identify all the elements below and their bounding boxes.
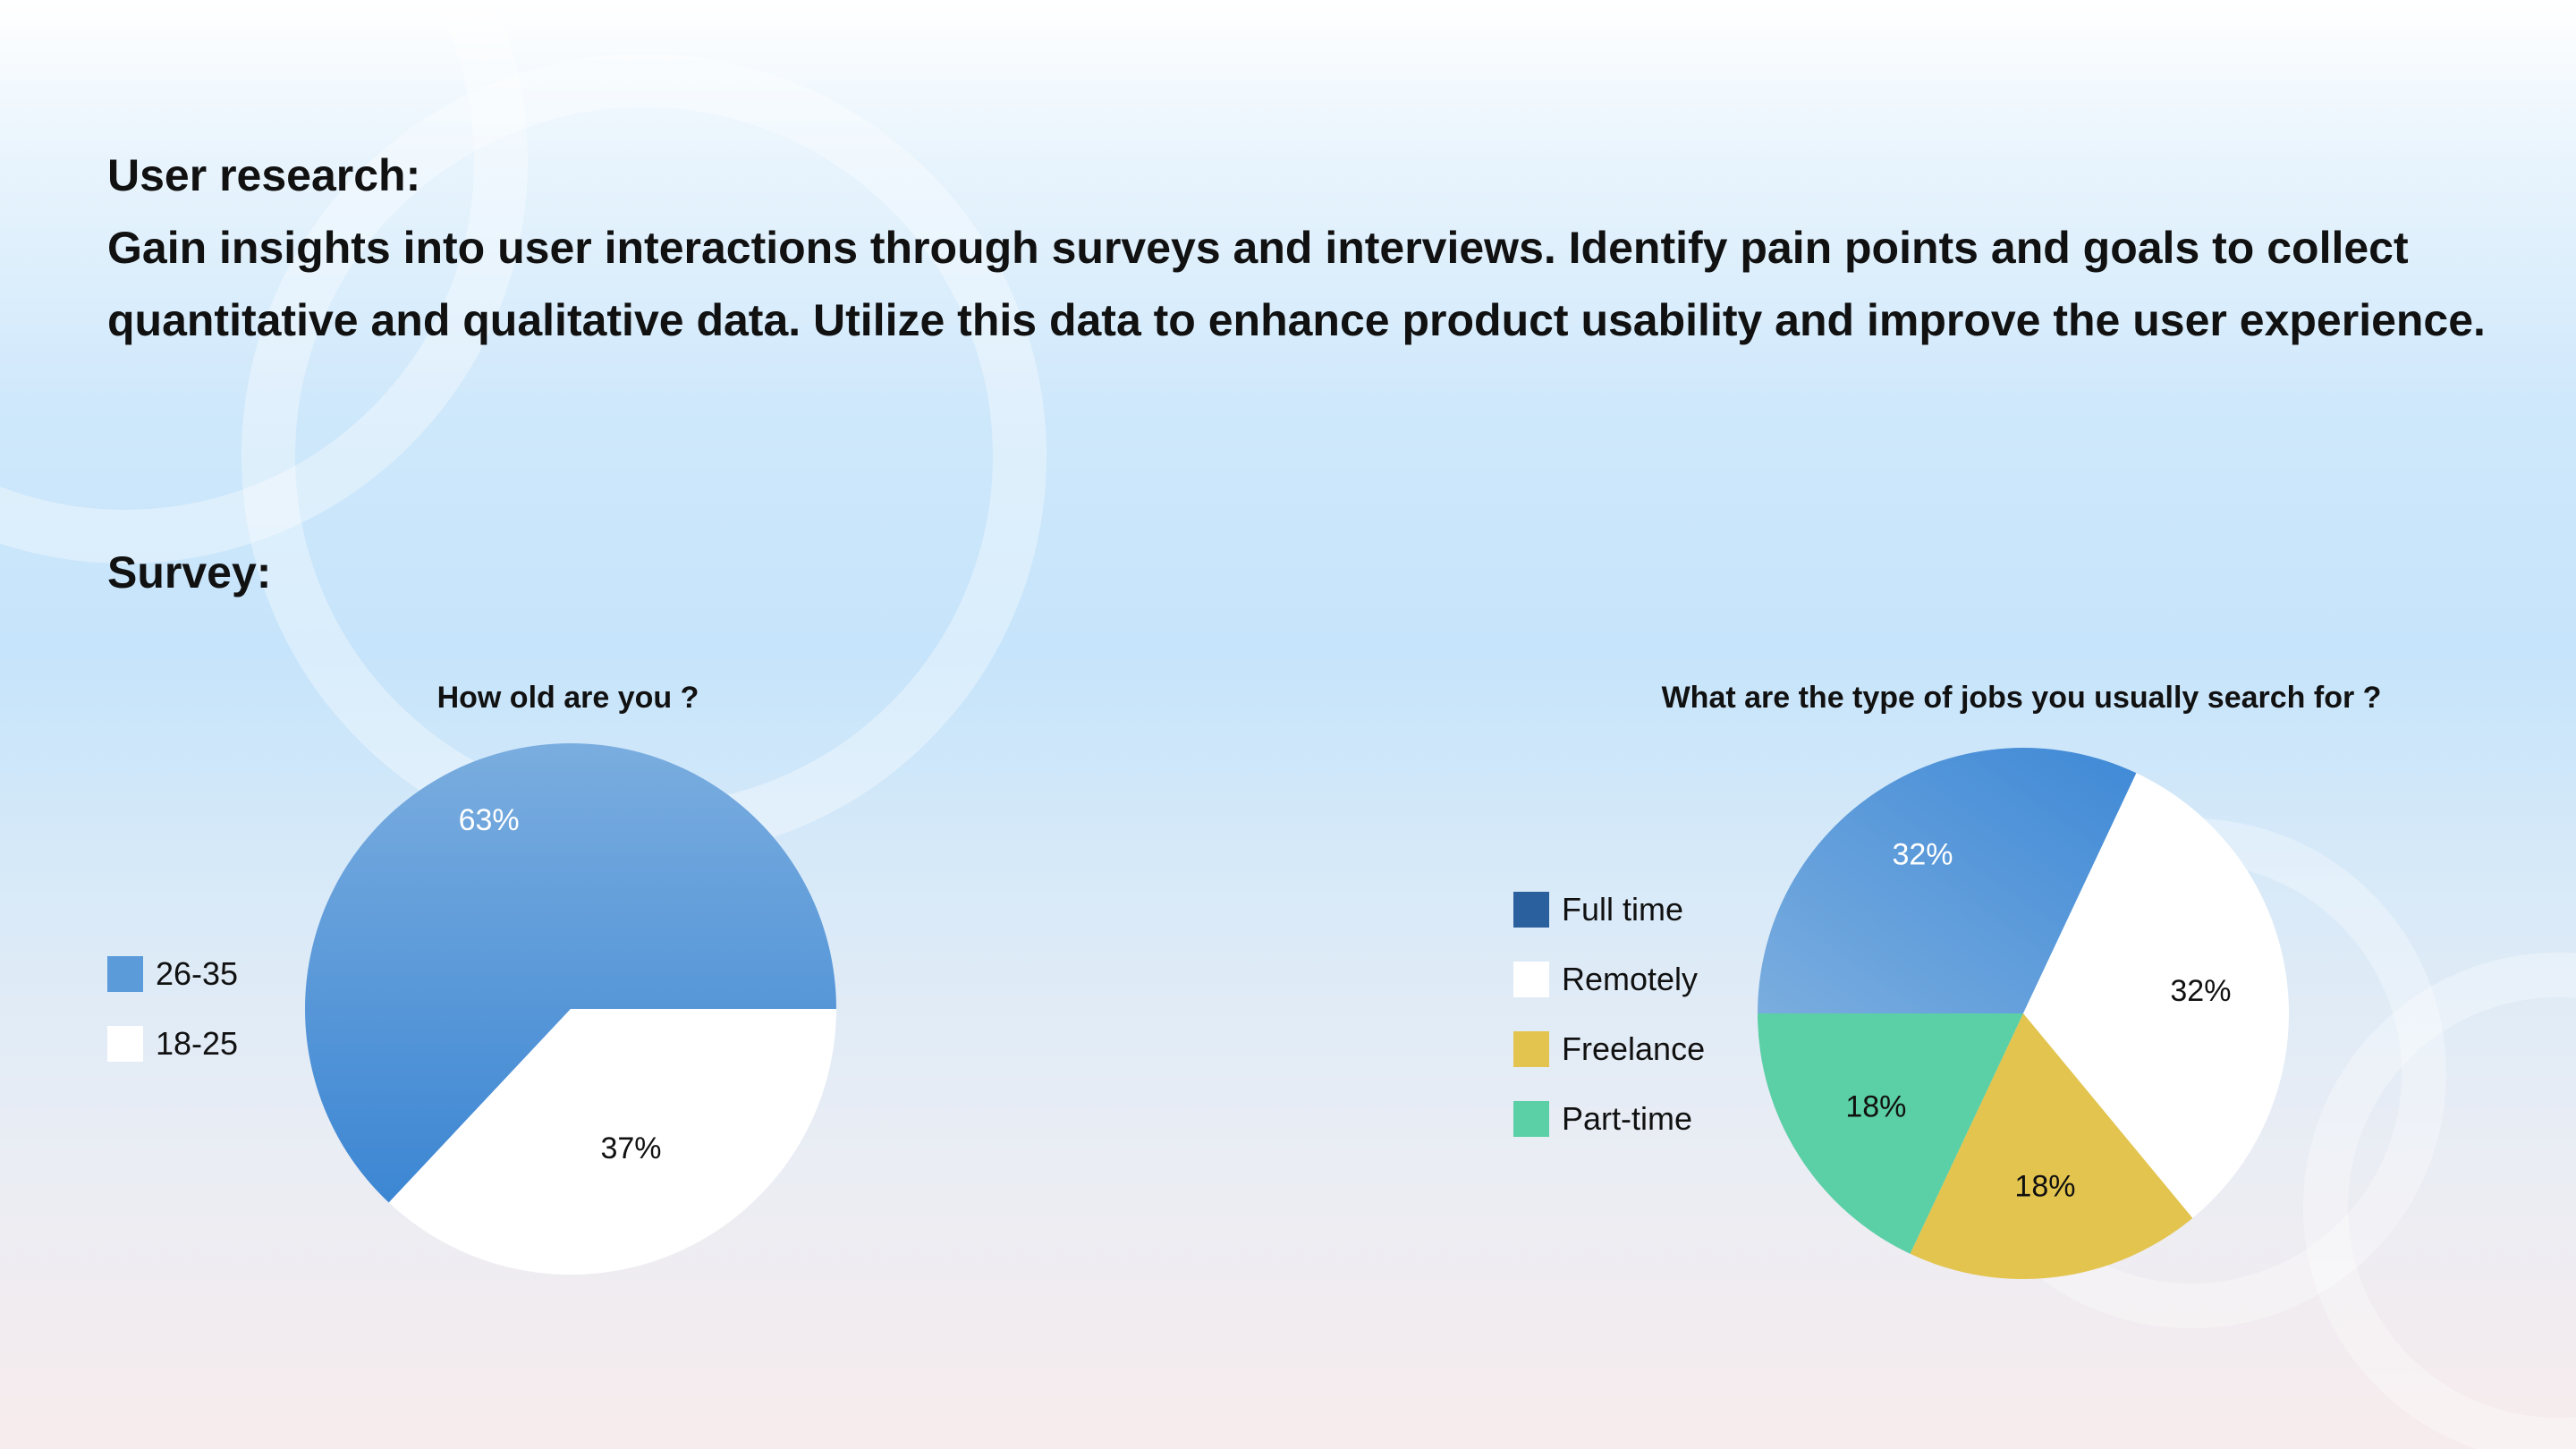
legend-item-remotely: Remotely [1513,945,1705,1014]
data-label-26-35: 63% [459,803,520,837]
background-ring [2303,953,2576,1449]
legend-swatch [1513,1101,1549,1137]
background-ring [0,0,528,564]
jobs-legend: Full time Remotely Freelance Part-time [1513,875,1705,1154]
data-label-full-time: 32% [1892,838,1953,872]
legend-label: 18-25 [156,1025,239,1062]
legend-label: Freelance [1562,1030,1706,1067]
legend-item-18-25: 18-25 [107,1009,238,1079]
research-heading: User research: [107,150,421,200]
data-label-freelance: 18% [2014,1169,2075,1203]
jobs-chart-title: What are the type of jobs you usually se… [1661,681,2382,715]
pie-slice-freelance [1910,1013,2193,1280]
legend-swatch [1513,892,1549,928]
data-label-part-time: 18% [1845,1089,1906,1123]
jobs-pie: 32% 32% 18% 18% [1758,748,2289,1280]
legend-swatch [1513,1031,1549,1067]
legend-swatch [1513,962,1549,997]
pie-slice-part-time [1758,1013,2023,1254]
legend-label: Full time [1562,891,1684,928]
legend-item-part-time: Part-time [1513,1084,1705,1154]
legend-item-freelance: Freelance [1513,1014,1705,1084]
legend-item-full-time: Full time [1513,875,1705,945]
legend-swatch [107,956,143,992]
pie-slice-26-35 [305,743,837,1203]
legend-label: Part-time [1562,1100,1693,1137]
data-label-18-25: 37% [600,1131,661,1165]
legend-swatch [107,1026,143,1062]
legend-label: 26-35 [156,955,239,992]
pie-slice-full-time [1758,748,2137,1013]
pie-slice-remotely [2023,773,2289,1218]
survey-heading: Survey: [107,547,272,597]
age-legend: 26-35 18-25 [107,939,238,1079]
legend-label: Remotely [1562,961,1699,997]
research-description: Gain insights into user interactions thr… [107,223,2486,345]
pie-slice-18-25 [388,1009,836,1275]
legend-item-26-35: 26-35 [107,939,238,1009]
age-chart-title: How old are you ? [436,681,699,715]
data-label-remotely: 32% [2170,974,2231,1008]
age-pie: 63% 37% [305,743,837,1275]
